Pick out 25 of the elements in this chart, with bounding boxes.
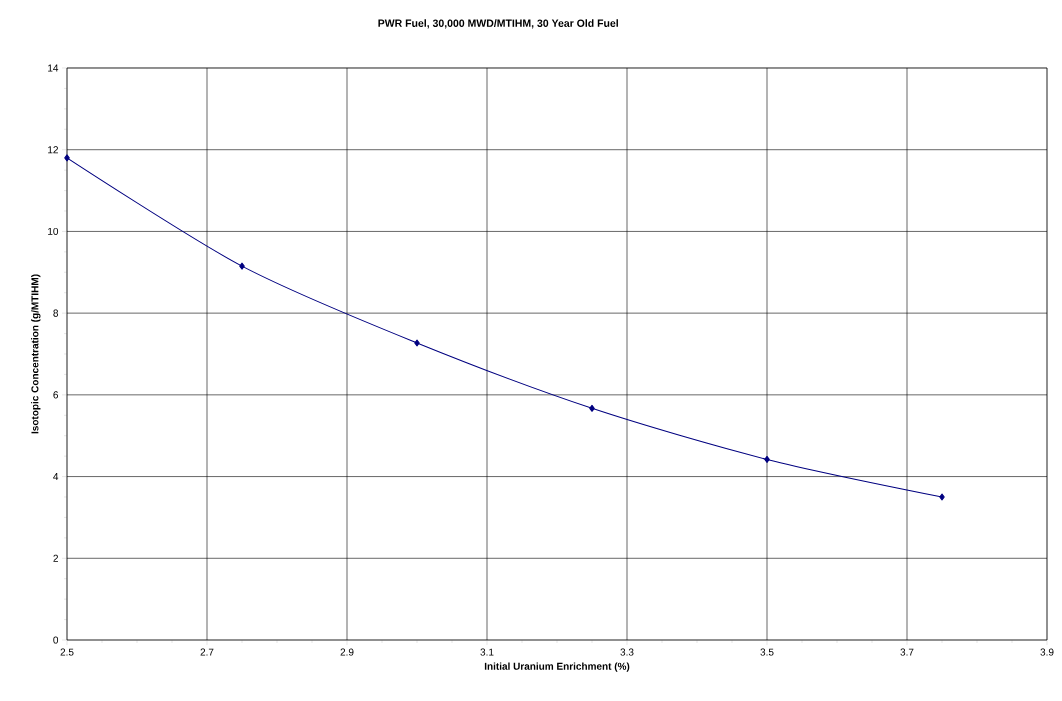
x-tick-label: 2.7 (200, 648, 214, 656)
x-tick-label: 2.9 (340, 648, 354, 656)
y-tick-label: 6 (53, 391, 59, 399)
y-tick-label: 2 (53, 554, 58, 562)
point (239, 262, 245, 270)
y-tick-label: 0 (53, 636, 59, 644)
point (764, 455, 770, 463)
point (64, 154, 70, 162)
point (414, 339, 420, 347)
y-tick-label: 14 (48, 64, 59, 72)
x-tick-label: 3.7 (900, 648, 914, 656)
x-tick-label: 3.3 (620, 648, 634, 656)
y-tick-label: 8 (53, 309, 59, 317)
point (589, 404, 595, 412)
x-tick-label: 3.9 (1040, 648, 1054, 656)
point (939, 493, 945, 501)
x-tick-label: 3.5 (760, 648, 774, 656)
x-axis-title: Initial Uranium Enrichment (%) (484, 662, 630, 672)
chart-title: PWR Fuel, 30,000 MWD/MTIHM, 30 Year Old Fuel (378, 19, 618, 29)
y-tick-label: 4 (53, 473, 59, 481)
y-tick-label: 10 (48, 227, 59, 235)
y-axis-title: Isotopic Concentration (g/MTIHM) (31, 274, 41, 434)
x-tick-label: 3.1 (480, 648, 494, 656)
x-tick-label: 2.5 (60, 648, 74, 656)
y-tick-label: 12 (48, 146, 58, 154)
